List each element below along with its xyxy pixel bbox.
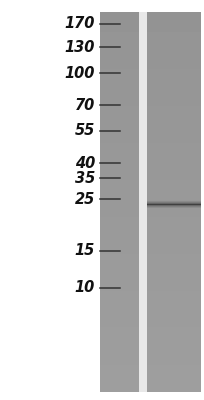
- Text: 35: 35: [75, 170, 95, 186]
- Text: 25: 25: [75, 192, 95, 207]
- Text: 40: 40: [75, 156, 95, 171]
- Bar: [139, 12, 147, 392]
- Text: 170: 170: [64, 16, 95, 32]
- Text: 55: 55: [75, 123, 95, 138]
- Text: 70: 70: [75, 98, 95, 113]
- Text: 130: 130: [64, 40, 95, 55]
- Text: 15: 15: [75, 243, 95, 258]
- Text: 100: 100: [64, 66, 95, 81]
- Text: 10: 10: [75, 280, 95, 296]
